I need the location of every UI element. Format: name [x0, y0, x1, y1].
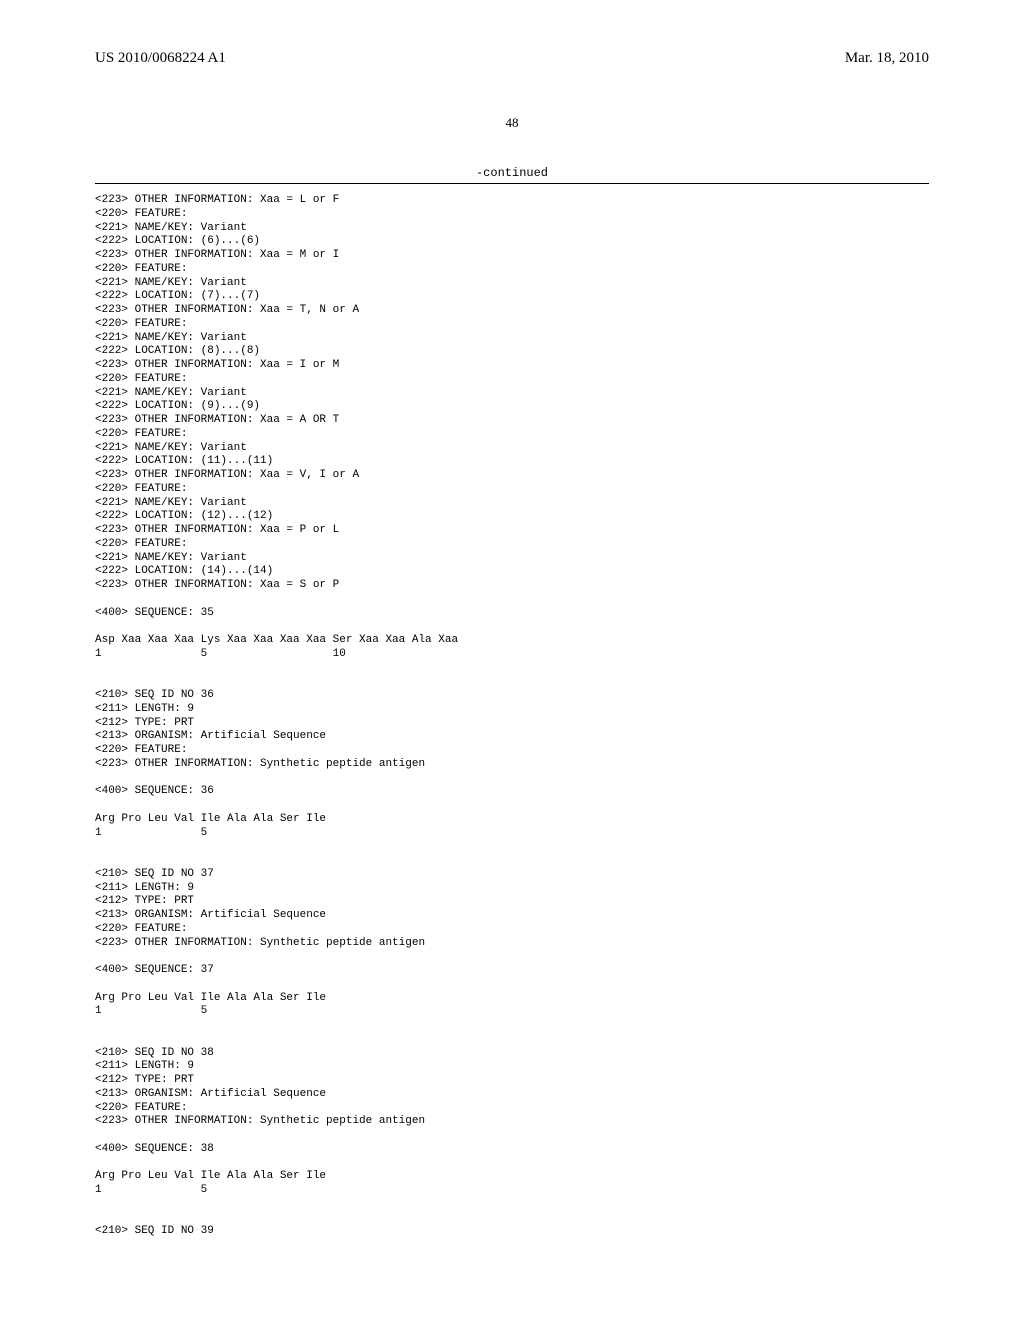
page-header: US 2010/0068224 A1 Mar. 18, 2010 [95, 50, 929, 67]
document-number: US 2010/0068224 A1 [95, 50, 226, 67]
horizontal-rule [95, 183, 929, 184]
continued-label: -continued [95, 166, 929, 180]
sequence-listing: <223> OTHER INFORMATION: Xaa = L or F <2… [95, 194, 929, 1239]
document-date: Mar. 18, 2010 [845, 50, 929, 67]
page-number: 48 [95, 115, 929, 131]
